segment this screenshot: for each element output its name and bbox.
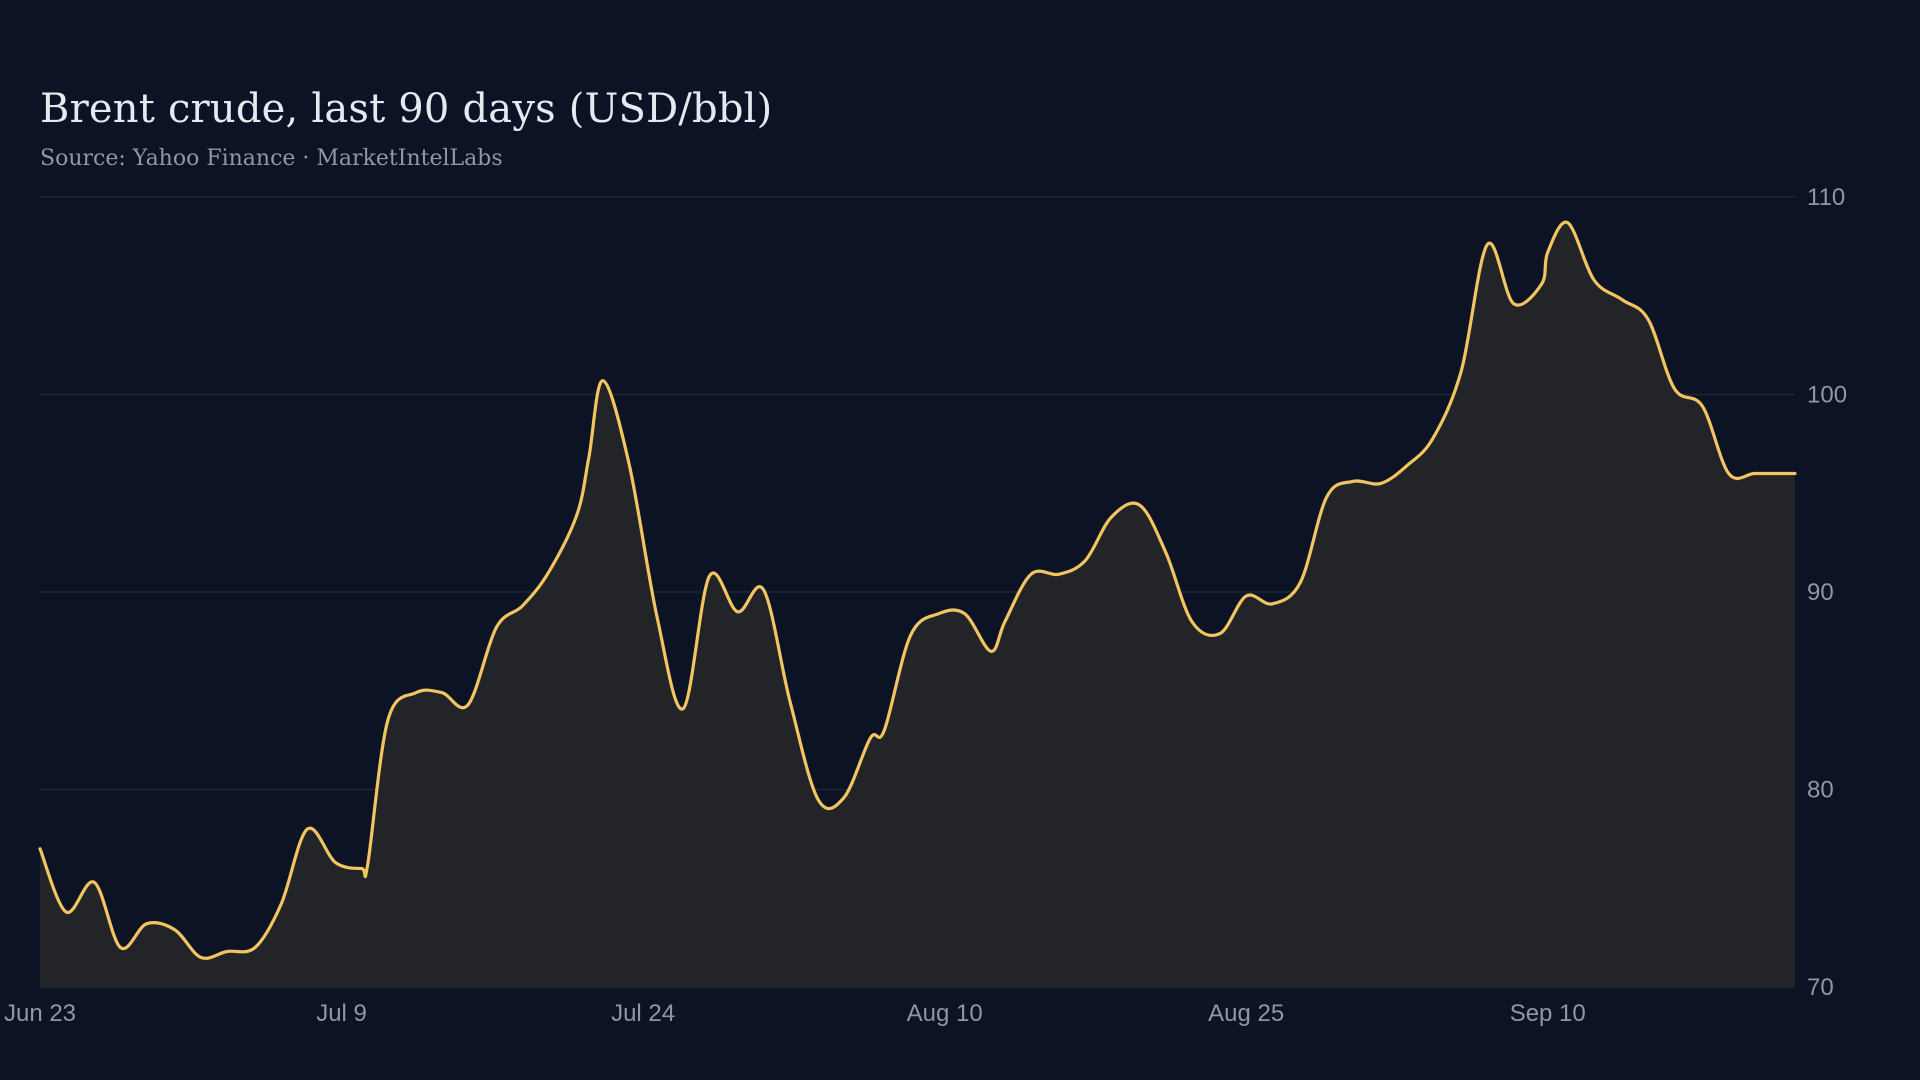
x-tick-label: Aug 25 (1208, 1000, 1284, 1027)
x-axis: Jun 23 Jul 9 Jul 24 Aug 10 Aug 25 Sep 10 (4, 1000, 1586, 1027)
chart-subtitle: Source: Yahoo Finance · MarketIntelLabs (40, 146, 503, 171)
x-tick-label: Jul 24 (611, 1000, 675, 1027)
x-tick-label: Jun 23 (4, 1000, 76, 1027)
x-tick-label: Aug 10 (907, 1000, 983, 1027)
series-area-fill (40, 222, 1795, 987)
area-layer (40, 222, 1795, 987)
x-tick-label: Jul 9 (316, 1000, 367, 1027)
series-line (38, 220, 1797, 960)
y-tick-label: 110 (1807, 184, 1845, 211)
y-tick-label: 80 (1807, 777, 1834, 804)
y-tick-label: 100 (1807, 382, 1847, 409)
y-tick-label: 90 (1807, 579, 1834, 606)
y-tick-label: 70 (1807, 974, 1834, 1001)
x-tick-label: Sep 10 (1510, 1000, 1586, 1027)
chart-title: Brent crude, last 90 days (USD/bbl) (40, 86, 773, 132)
y-axis: 70 80 90 100 110 (1807, 184, 1847, 1001)
line-layer (38, 220, 1797, 960)
